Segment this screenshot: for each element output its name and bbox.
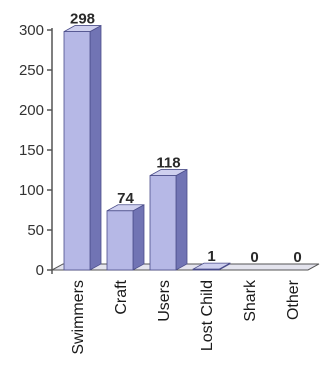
bar-side [175,168,188,271]
y-axis-ticks: 0 50 100 150 200 250 300 [19,22,52,279]
chart-bars [63,24,231,271]
y-tick-label: 150 [19,142,44,159]
bar [63,31,91,271]
data-label: 74 [117,190,134,207]
y-tick-label: 100 [19,182,44,199]
data-label: 118 [156,155,180,172]
y-tick-label: 250 [19,62,44,79]
bar-side [132,204,145,271]
category-label: Other [285,279,302,320]
category-label: Shark [242,279,259,322]
bar-side [89,24,102,271]
data-label: 0 [293,249,301,266]
y-tick-label: 0 [36,262,44,279]
y-tick-label: 50 [27,222,44,239]
data-label: 0 [250,249,258,266]
category-label: Swimmers [70,280,87,355]
category-label: Users [156,280,173,322]
y-tick-label: 200 [19,102,44,119]
bar [192,268,220,271]
category-label: Craft [113,279,130,314]
data-labels: 298 74 118 1 0 0 [70,11,302,266]
data-label: 298 [70,11,95,28]
x-axis-categories: Swimmers Craft Users Lost Child Shark Other [70,279,302,355]
bar [149,175,177,271]
bar [106,210,134,271]
y-tick-label: 300 [19,22,44,39]
category-label: Lost Child [199,280,216,351]
data-label: 1 [207,248,215,265]
